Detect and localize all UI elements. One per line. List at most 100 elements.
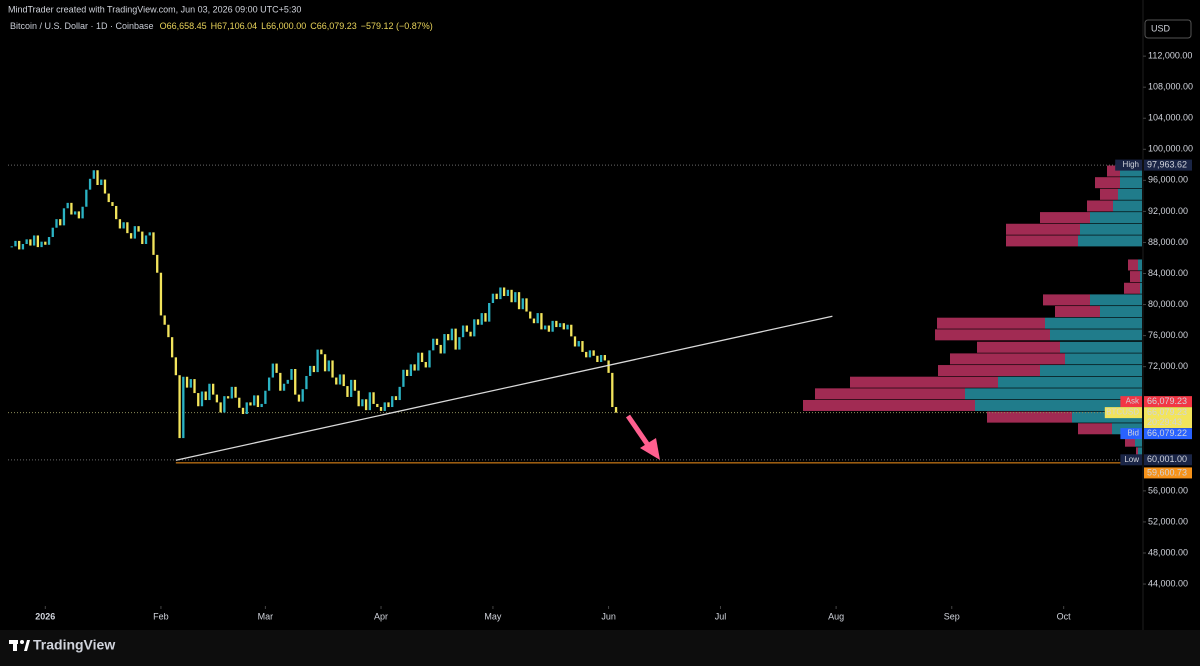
x-tick-label: Jul: [715, 611, 727, 621]
y-tick-label: 104,000.00: [1148, 113, 1193, 123]
candle: [21, 244, 25, 250]
candle: [502, 287, 506, 297]
candle: [264, 390, 267, 404]
candle: [77, 211, 81, 219]
candle: [29, 239, 32, 246]
candle: [331, 360, 334, 378]
marker-tag: High: [1123, 160, 1139, 169]
high: H67,106.04: [211, 21, 258, 31]
candle: [335, 377, 338, 385]
candle: [338, 374, 342, 385]
candle: [290, 368, 293, 380]
candle: [47, 237, 51, 245]
marker-value: 59,600.73: [1147, 467, 1187, 477]
price-marker: Low 60,001.00: [1120, 454, 1192, 466]
candle: [361, 399, 364, 407]
y-tick-label: 56,000.00: [1148, 485, 1188, 495]
candle: [525, 298, 528, 312]
candle: [558, 323, 562, 328]
brand: TradingView: [33, 637, 115, 653]
logo: [9, 640, 30, 651]
candle: [96, 170, 99, 186]
candle: [14, 240, 17, 247]
candle: [447, 334, 450, 341]
profile-down: [1125, 435, 1135, 447]
close: C66,079.23: [310, 21, 357, 31]
price-marker: Ask 66,079.23: [1120, 396, 1192, 408]
candle: [391, 396, 394, 408]
candle: [495, 293, 498, 300]
candle: [208, 383, 211, 401]
y-tick-label: 72,000.00: [1148, 361, 1188, 371]
candle: [10, 246, 13, 248]
logo-mark: [20, 640, 24, 644]
x-tick-label: Jun: [601, 611, 616, 621]
candle: [193, 379, 196, 394]
candle: [450, 328, 454, 341]
candle: [491, 293, 495, 304]
profile-down: [1043, 294, 1090, 306]
currency-button[interactable]: [1144, 19, 1192, 39]
candle: [200, 391, 204, 407]
candle: [570, 324, 573, 337]
currency[interactable]: USD: [1151, 23, 1171, 33]
y-tick-label: 92,000.00: [1148, 206, 1188, 216]
profile-down: [938, 365, 1040, 377]
candle: [126, 222, 129, 234]
profile-up: [1078, 235, 1142, 247]
candle: [514, 292, 517, 303]
x-tick-label: Oct: [1057, 611, 1072, 621]
symbol: Bitcoin / U.S. Dollar · 1D · Coinbase: [10, 21, 154, 31]
footer: [0, 630, 1200, 666]
profile-down: [1107, 165, 1120, 177]
profile-down: [1006, 235, 1078, 247]
candle: [484, 313, 487, 322]
candle: [226, 396, 230, 399]
marker-value-bg: [1144, 159, 1192, 171]
price-marker: 59,600.73: [1144, 467, 1192, 479]
candle: [25, 239, 28, 245]
candle: [238, 397, 241, 408]
profile-down: [937, 317, 1045, 329]
profile-up: [1050, 329, 1142, 341]
candle: [245, 402, 248, 415]
y-tick-label: 80,000.00: [1148, 299, 1188, 309]
candle: [461, 325, 465, 338]
profile-up: [1138, 259, 1142, 271]
candle: [297, 394, 301, 402]
candle: [588, 350, 592, 358]
profile-down: [977, 341, 1060, 353]
candle: [376, 403, 379, 408]
candle: [267, 377, 271, 391]
marker-value: 66,079.23: [1147, 407, 1187, 417]
candle: [544, 325, 547, 330]
marker-tag: Ask: [1126, 397, 1140, 406]
candle: [577, 341, 580, 347]
candle: [320, 349, 323, 355]
profile-down: [987, 411, 1072, 423]
candle: [70, 202, 73, 215]
candle: [55, 219, 58, 228]
candle: [271, 363, 275, 378]
candle: [443, 334, 446, 354]
candle: [424, 362, 427, 368]
profile-down: [1100, 188, 1118, 200]
candle: [562, 323, 565, 330]
candle: [599, 355, 603, 363]
candle: [603, 355, 606, 361]
profile-down: [815, 388, 965, 400]
x-tick-label: May: [484, 611, 502, 621]
candle: [92, 170, 95, 179]
candle: [111, 202, 114, 206]
candle: [592, 350, 595, 356]
candle: [115, 205, 118, 220]
profile-up: [1080, 223, 1142, 235]
candle: [197, 393, 200, 407]
profile-down: [1087, 200, 1113, 212]
low: L66,000.00: [261, 21, 306, 31]
profile-up: [1140, 271, 1142, 283]
candle: [547, 325, 551, 332]
candle: [607, 360, 610, 373]
candle: [122, 222, 125, 229]
